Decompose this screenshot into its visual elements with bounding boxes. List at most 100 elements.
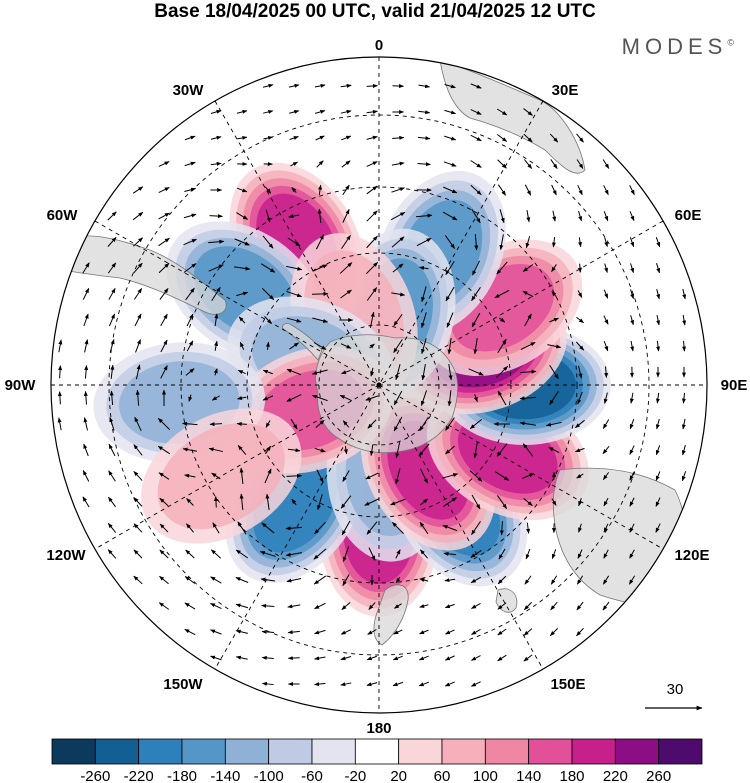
vector-scale-label: 30 [667, 681, 684, 698]
wind-arrow [656, 314, 661, 326]
wind-arrow [210, 655, 222, 661]
wind-arrow [444, 681, 455, 687]
wind-arrow [211, 472, 221, 480]
wind-arrow [419, 629, 429, 635]
wind-arrow [265, 341, 270, 350]
wind-arrow [107, 549, 117, 559]
wind-arrow [133, 497, 143, 507]
wind-arrow [285, 552, 302, 557]
colorbar-swatch [94, 738, 140, 765]
wind-arrow [550, 575, 558, 585]
wind-arrow [237, 369, 246, 375]
wind-arrow [681, 444, 686, 456]
colorbar-swatch [311, 738, 356, 765]
wind-arrow [340, 289, 352, 299]
brand-text: MODES [621, 34, 728, 59]
wind-arrow [313, 575, 327, 585]
wind-arrow [497, 390, 507, 406]
wind-arrow [339, 394, 353, 402]
wind-arrow [391, 187, 405, 193]
wind-arrow [109, 390, 114, 406]
colorbar-tick-label: 140 [516, 768, 541, 783]
wind-arrow [235, 629, 248, 634]
colorbar-tick-label: -100 [254, 768, 284, 783]
wind-arrow [419, 578, 429, 582]
wind-arrow [395, 468, 401, 485]
colorbar-tick-label: 260 [646, 768, 671, 783]
wind-arrow [83, 417, 88, 431]
wind-arrow [314, 521, 326, 535]
lon-label-120e: 120E [674, 547, 709, 564]
wind-arrow [237, 396, 247, 400]
wind-arrow [108, 470, 116, 482]
wind-arrow [209, 422, 223, 427]
wind-arrow [681, 418, 686, 430]
wind-arrow [575, 419, 585, 429]
wind-arrow [286, 265, 303, 271]
meridian-30w-150e [214, 100, 544, 670]
wind-arrow [186, 340, 194, 352]
wind-arrow [576, 473, 584, 479]
wind-arrow [578, 523, 582, 533]
wind-arrow [523, 133, 533, 143]
latitude-circle [180, 186, 578, 584]
wind-arrow [603, 523, 609, 533]
wind-arrow [602, 445, 610, 455]
colorbar [51, 738, 703, 765]
wind-arrow [183, 238, 197, 246]
wind-arrow [236, 291, 249, 297]
wind-arrow [342, 184, 350, 196]
wind-arrow [108, 313, 116, 327]
wind-arrow [212, 522, 220, 534]
wind-arrow [314, 629, 326, 635]
wind-arrow [419, 266, 429, 270]
colorbar-swatch [181, 738, 226, 765]
wind-arrow [469, 470, 483, 482]
wind-arrow [159, 497, 169, 507]
colorbar-swatch [484, 738, 530, 765]
wind-arrow [183, 213, 197, 219]
wind-arrow [340, 343, 352, 349]
wind-arrow [210, 629, 222, 635]
wind-arrow [496, 495, 508, 509]
wind-arrow [107, 262, 117, 274]
wind-arrow [235, 655, 248, 660]
wind-arrow [235, 577, 249, 583]
wind-arrow [577, 549, 583, 559]
wind-arrow [260, 577, 276, 582]
wind-arrow [604, 366, 609, 379]
wind-arrow [630, 315, 635, 326]
wind-arrow [445, 286, 455, 302]
wind-arrow [83, 390, 88, 405]
wind-arrow [417, 136, 431, 141]
colorbar-swatch [51, 738, 96, 765]
colorbar-tick-label: -60 [301, 768, 323, 783]
colorbar-swatch [354, 738, 400, 765]
wind-arrow [261, 288, 275, 300]
wind-arrow [519, 396, 537, 401]
wind-arrow [497, 654, 507, 662]
wind-arrow [158, 262, 170, 274]
wind-arrow [368, 602, 376, 610]
wind-arrow [235, 603, 249, 609]
wind-arrow [497, 628, 507, 636]
wind-arrow [239, 493, 244, 511]
wind-arrow [655, 445, 661, 456]
wind-arrow [444, 578, 456, 583]
wind-arrow [313, 548, 327, 560]
wind-arrow [681, 392, 686, 404]
colorbar-tick-label: -220 [124, 768, 154, 783]
wind-arrow [366, 235, 378, 249]
wind-arrow [445, 417, 455, 431]
wind-arrow [629, 497, 635, 507]
wind-arrow [682, 314, 687, 326]
wind-arrow [420, 549, 428, 559]
wind-arrow [442, 524, 458, 532]
wind-arrow [496, 365, 508, 379]
wind-arrow [261, 603, 275, 608]
wind-arrow [342, 574, 350, 587]
wind-arrow [419, 468, 429, 484]
wind-arrow [392, 135, 405, 140]
wind-arrow [340, 629, 352, 635]
wind-arrow [495, 471, 510, 481]
